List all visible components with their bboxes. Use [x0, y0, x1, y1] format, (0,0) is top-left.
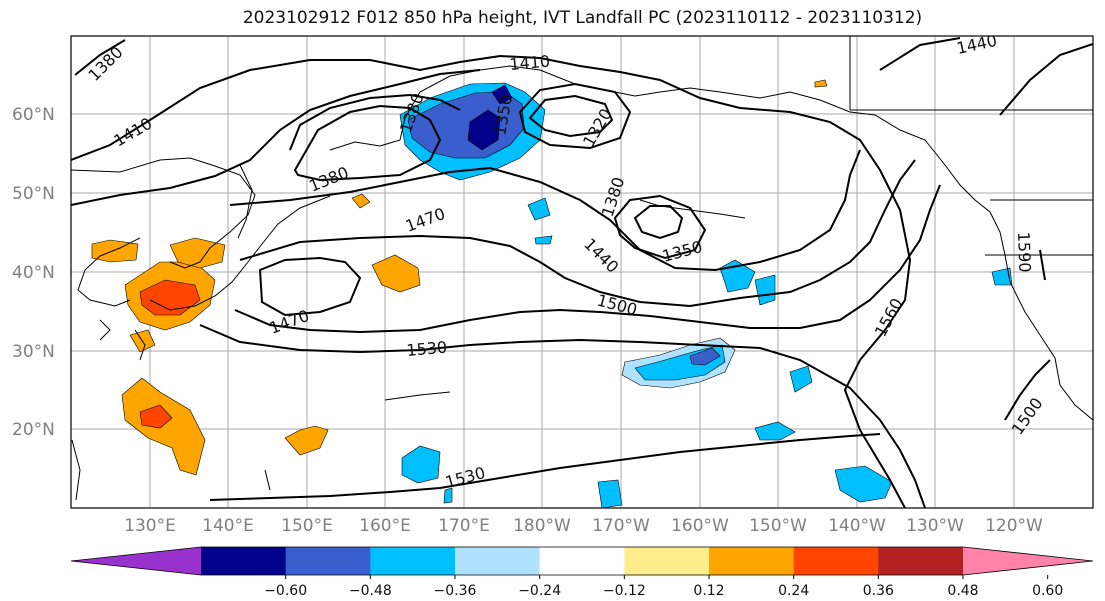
lon-label: 180°W — [513, 516, 571, 536]
contour-label: 1590 — [1014, 231, 1034, 272]
colorbar-segment — [878, 547, 964, 575]
lon-label: 170°E — [438, 516, 490, 536]
colorbar-tick-label: −0.48 — [349, 583, 392, 599]
colorbar-tick-label: −0.24 — [518, 583, 561, 599]
lon-label: 140°E — [202, 516, 254, 536]
colorbar-tick-label: −0.36 — [434, 583, 477, 599]
lat-label: 30°N — [12, 342, 55, 362]
height-contours — [71, 37, 1093, 508]
colorbar-segment — [793, 547, 879, 575]
colorbar-tick-label: −0.12 — [603, 583, 646, 599]
ivt-shading — [91, 79, 1013, 508]
coastlines — [71, 36, 1093, 501]
lat-label: 20°N — [12, 420, 55, 440]
colorbar-segment — [624, 547, 710, 575]
lat-label: 50°N — [12, 184, 55, 204]
colorbar-segment — [455, 547, 541, 575]
lon-label: 130°W — [906, 516, 964, 536]
colorbar-tick-label: 0.24 — [778, 583, 809, 599]
lon-label: 130°E — [124, 516, 176, 536]
lon-label: 150°E — [281, 516, 333, 536]
longitude-labels: 130°E 140°E 150°E 160°E 170°E 180°W 170°… — [124, 516, 1043, 536]
contour-label: 1530 — [406, 338, 448, 360]
colorbar-extend-high — [963, 547, 1093, 575]
lon-label: 140°W — [828, 516, 886, 536]
contour-label: 1410 — [509, 52, 551, 74]
lat-label: 40°N — [12, 263, 55, 283]
lon-label: 170°W — [592, 516, 650, 536]
lon-label: 150°W — [749, 516, 807, 536]
colorbar-segment — [370, 547, 456, 575]
colorbar-outline — [70, 546, 1094, 576]
colorbar-segment — [709, 547, 795, 575]
colorbar-tick-label: 0.36 — [863, 583, 894, 599]
lon-label: 160°E — [359, 516, 411, 536]
colorbar-extend-low — [71, 547, 201, 575]
colorbar-segment — [539, 547, 625, 575]
plot-title: 2023102912 F012 850 hPa height, IVT Land… — [242, 8, 923, 28]
colorbar-tick-label: 0.60 — [1032, 583, 1063, 599]
latitude-labels: 60°N 50°N 40°N 30°N 20°N — [12, 105, 55, 440]
lon-label: 120°W — [985, 516, 1043, 536]
colorbar-segment — [285, 547, 371, 575]
colorbar-tick-label: 0.48 — [947, 583, 978, 599]
colorbar-segment — [201, 547, 287, 575]
map-frame — [70, 35, 1094, 509]
colorbar: −0.60 −0.48 −0.36 −0.24 −0.12 0.12 0.24 0.36 0.4… — [70, 546, 1094, 599]
colorbar-tick-label: 0.12 — [693, 583, 724, 599]
lat-label: 60°N — [12, 105, 55, 125]
colorbar-tick-label: −0.60 — [264, 583, 307, 599]
lon-label: 160°W — [671, 516, 729, 536]
